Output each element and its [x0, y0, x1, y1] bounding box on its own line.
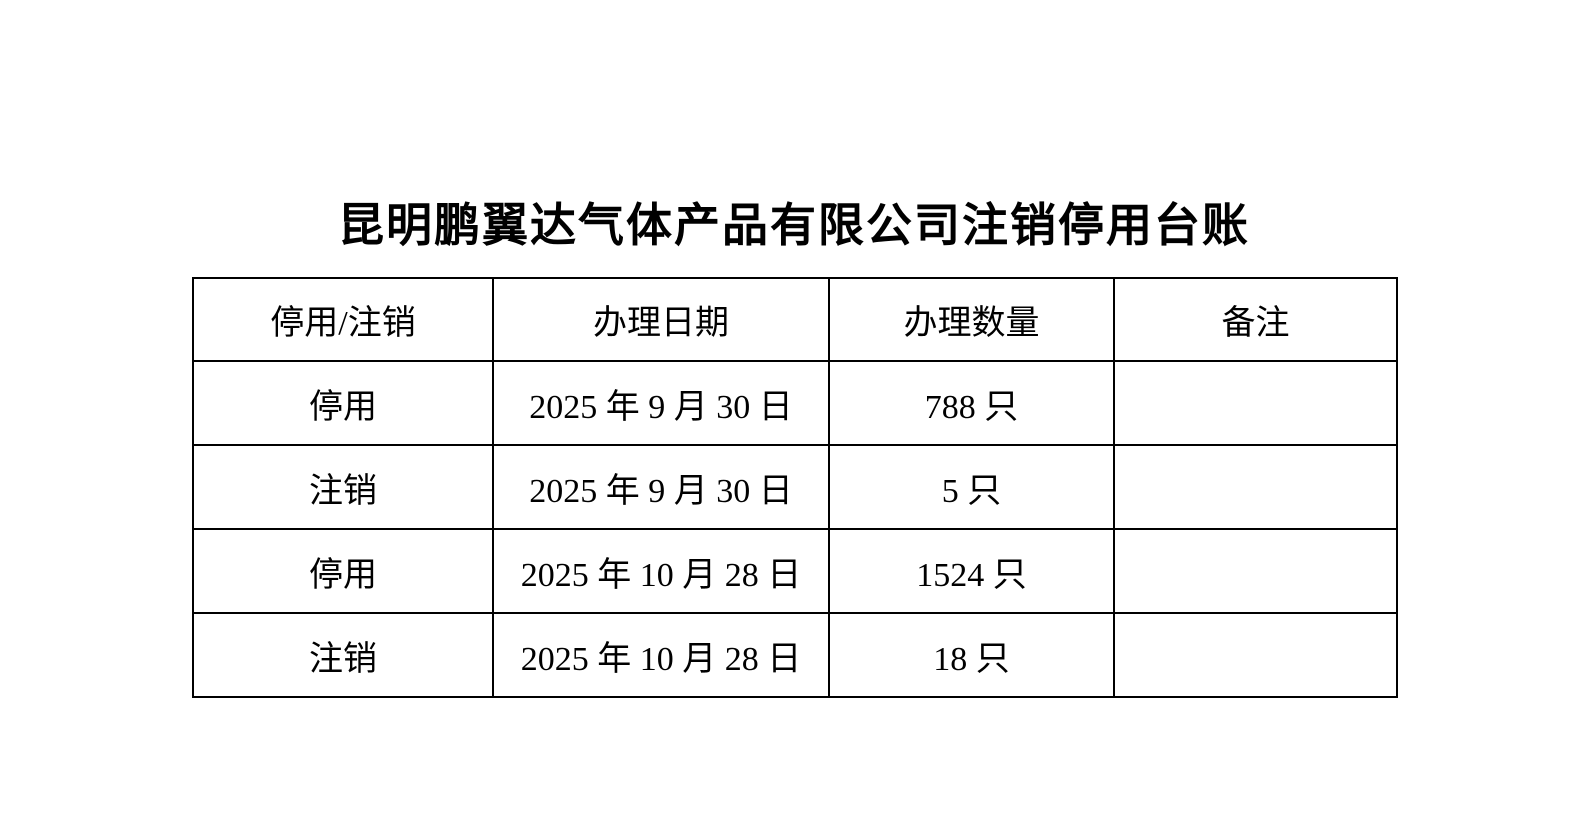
date-cell: 2025 年 9 月 30 日 — [492, 360, 830, 446]
header-cell-date: 办理日期 — [492, 277, 830, 362]
remark-cell — [1113, 360, 1398, 446]
remark-cell — [1113, 528, 1398, 614]
header-cell-quantity: 办理数量 — [828, 277, 1115, 362]
quantity-cell: 1524 只 — [828, 528, 1115, 614]
type-cell: 停用 — [192, 360, 494, 446]
ledger-table: 停用/注销 办理日期 办理数量 备注 停用 2025 年 9 月 30 日 78… — [192, 277, 1398, 698]
date-cell: 2025 年 10 月 28 日 — [492, 612, 830, 698]
type-cell: 停用 — [192, 528, 494, 614]
date-cell: 2025 年 10 月 28 日 — [492, 528, 830, 614]
quantity-cell: 18 只 — [828, 612, 1115, 698]
quantity-cell: 5 只 — [828, 444, 1115, 530]
table-row: 注销 2025 年 9 月 30 日 5 只 — [192, 444, 1398, 530]
table-row: 停用 2025 年 9 月 30 日 788 只 — [192, 360, 1398, 446]
quantity-cell: 788 只 — [828, 360, 1115, 446]
type-cell: 注销 — [192, 444, 494, 530]
type-cell: 注销 — [192, 612, 494, 698]
remark-cell — [1113, 444, 1398, 530]
remark-cell — [1113, 612, 1398, 698]
table-row: 停用 2025 年 10 月 28 日 1524 只 — [192, 528, 1398, 614]
document-title: 昆明鹏翼达气体产品有限公司注销停用台账 — [338, 200, 1250, 251]
table-row: 注销 2025 年 10 月 28 日 18 只 — [192, 612, 1398, 698]
table-header-row: 停用/注销 办理日期 办理数量 备注 — [192, 277, 1398, 362]
header-cell-type: 停用/注销 — [192, 277, 494, 362]
date-cell: 2025 年 9 月 30 日 — [492, 444, 830, 530]
header-cell-remark: 备注 — [1113, 277, 1398, 362]
